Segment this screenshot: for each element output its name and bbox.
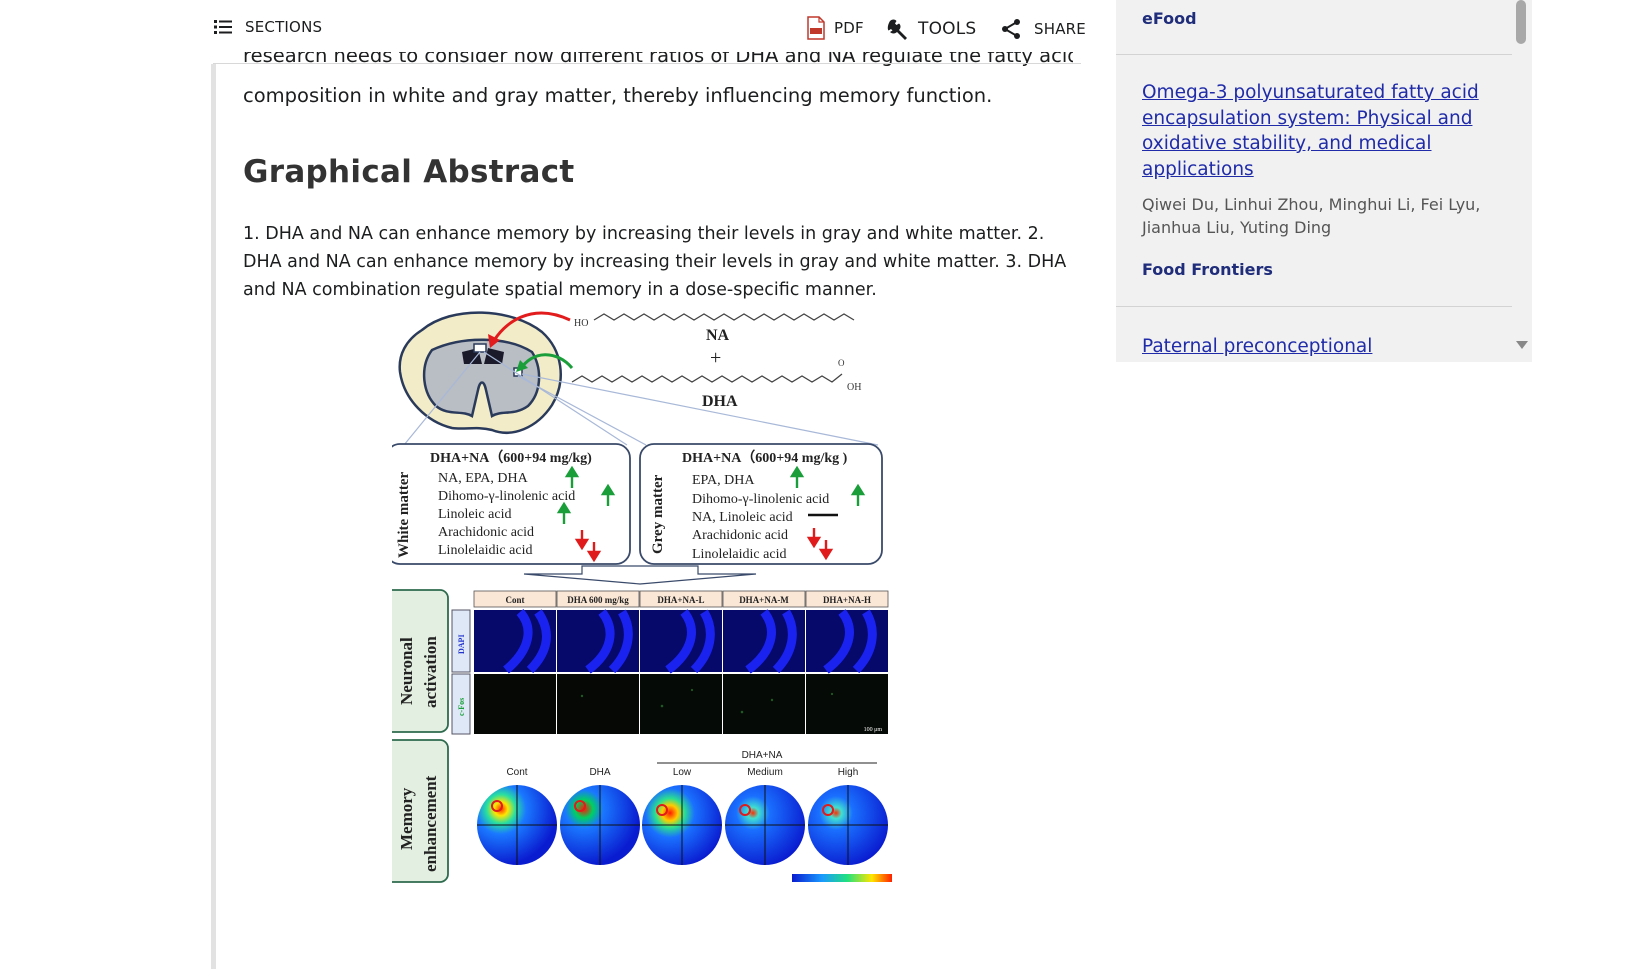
tools-button[interactable]: TOOLS (886, 17, 976, 41)
toolbar-divider (213, 63, 1081, 64)
gm-row-3: NA, Linoleic acid (692, 510, 793, 525)
wm-row-2: Dihomo-γ-linolenic acid (438, 489, 575, 504)
heat-label-2: DHA (589, 767, 610, 778)
related-article-title[interactable]: Omega‐3 polyunsaturated fatty acid encap… (1142, 82, 1479, 180)
heat-label-3: Low (673, 767, 692, 778)
neuronal-activation-panel: Neuronal activation DAPI c-Fos Cont DHA … (383, 589, 889, 735)
gm-up-arrows (789, 465, 866, 506)
white-matter-panel: White matter DHA+NA（600+94 mg/kg) NA, EP… (385, 443, 631, 565)
graphical-abstract-figure[interactable]: HO O NA + OH O DHA White matter DHA+NA（6… (383, 300, 932, 938)
article-left-rule (211, 64, 216, 969)
gm-row-2: Dihomo-γ-linolenic acid (692, 492, 829, 507)
wm-row-5: Linolelaidic acid (438, 543, 532, 558)
merge-arrow (523, 565, 757, 585)
gm-row-1: EPA, DHA (692, 473, 755, 488)
group-header-5: DHA+NA-H (823, 595, 871, 605)
group-header-4: DHA+NA-M (739, 595, 789, 605)
clipped-text: research needs to consider how different… (243, 52, 1073, 67)
wm-row-1: NA, EPA, DHA (438, 471, 529, 486)
cfos-images: 100 μm (474, 674, 888, 734)
article-toolbar: SECTIONS PDF TOOLS SHARE (210, 0, 1086, 60)
neuronal-label-1: Neuronal (397, 637, 416, 705)
group-header-1: Cont (505, 595, 524, 605)
related-articles-panel: eFood Omega‐3 polyunsaturated fatty acid… (1116, 0, 1516, 362)
tools-label: TOOLS (918, 19, 977, 39)
heat-label-5: High (838, 767, 859, 778)
heat-labels: Cont DHA Low Medium High (506, 767, 858, 778)
scrollbar-thumb[interactable] (1516, 0, 1526, 44)
dha-label: DHA (702, 393, 738, 410)
sections-button[interactable]: SECTIONS (214, 18, 322, 36)
dapi-label: DAPI (457, 634, 466, 654)
graphical-abstract-text: 1. DHA and NA can enhance memory by incr… (243, 224, 1067, 300)
related-article-authors: Qiwei Du, Linhui Zhou, Minghui Li, Fei L… (1142, 195, 1481, 237)
pdf-icon (807, 16, 825, 40)
journal-link-food-frontiers[interactable]: Food Frontiers (1142, 260, 1273, 279)
list-icon (214, 20, 232, 34)
share-button[interactable]: SHARE (1000, 18, 1086, 40)
heat-group-header: DHA+NA (742, 750, 783, 761)
ho-label: HO (574, 318, 588, 329)
pdf-button[interactable]: PDF (806, 16, 864, 40)
share-label: SHARE (1034, 20, 1086, 38)
wrench-icon (887, 19, 907, 40)
share-icon (1002, 19, 1020, 39)
heat-label-4: Medium (747, 767, 783, 778)
memory-label-1: Memory (397, 787, 416, 850)
grey-matter-label: Grey matter (650, 474, 666, 554)
white-matter-title: DHA+NA（600+94 mg/kg) (430, 450, 592, 466)
paragraph-end: composition in white and gray matter, th… (243, 84, 993, 107)
pdf-label: PDF (834, 19, 864, 37)
section-heading: Graphical Abstract (243, 154, 575, 190)
heat-label-1: Cont (506, 767, 527, 778)
gm-row-4: Arachidonic acid (692, 528, 788, 543)
plus-label: + (710, 347, 721, 369)
wm-down-arrows (574, 530, 602, 563)
water-maze-heatmaps (477, 785, 892, 882)
dapi-images (474, 609, 888, 674)
graphical-abstract-svg: HO O NA + OH O DHA White matter DHA+NA（6… (383, 300, 892, 883)
sections-label: SECTIONS (245, 18, 323, 36)
na-molecule: HO O NA + (574, 300, 855, 369)
grey-matter-title: DHA+NA（600+94 mg/kg ) (682, 450, 848, 466)
wm-row-4: Arachidonic acid (438, 525, 534, 540)
wm-up-arrows (556, 465, 616, 524)
gm-down-arrows (806, 528, 834, 561)
sidebar-scrollbar[interactable] (1512, 0, 1532, 362)
group-header-3: DHA+NA-L (657, 595, 704, 605)
grey-matter-panel: Grey matter DHA+NA（600+94 mg/kg ) EPA, D… (639, 443, 883, 565)
dha-o-label: O (838, 358, 845, 368)
memory-label-2: enhancement (421, 775, 440, 872)
gm-row-5: Linolelaidic acid (692, 547, 786, 562)
cfos-label: c-Fos (457, 698, 466, 716)
na-label: NA (706, 327, 730, 344)
brain-slice-diagram (398, 311, 574, 434)
sidebar-divider (1116, 54, 1512, 55)
oh-label: OH (847, 382, 861, 393)
next-article-title[interactable]: Paternal preconceptional (1142, 336, 1373, 357)
projection-lines (403, 351, 879, 446)
memory-enhancement-panel: Memory enhancement DHA+NA Cont DHA Low M… (383, 739, 892, 883)
white-matter-label: White matter (396, 471, 412, 558)
scale-bar-label: 100 μm (864, 727, 883, 733)
group-header-2: DHA 600 mg/kg (567, 595, 629, 605)
journal-link-efood[interactable]: eFood (1142, 9, 1197, 28)
heatmap-colorbar (792, 874, 892, 882)
neuronal-label-2: activation (421, 636, 440, 708)
scroll-down-arrow-icon[interactable] (1516, 341, 1528, 349)
dha-molecule: OH O DHA (571, 358, 861, 410)
wm-row-3: Linoleic acid (438, 507, 511, 522)
sidebar-divider (1116, 306, 1512, 307)
group-headers: Cont DHA 600 mg/kg DHA+NA-L DHA+NA-M DHA… (473, 590, 889, 608)
